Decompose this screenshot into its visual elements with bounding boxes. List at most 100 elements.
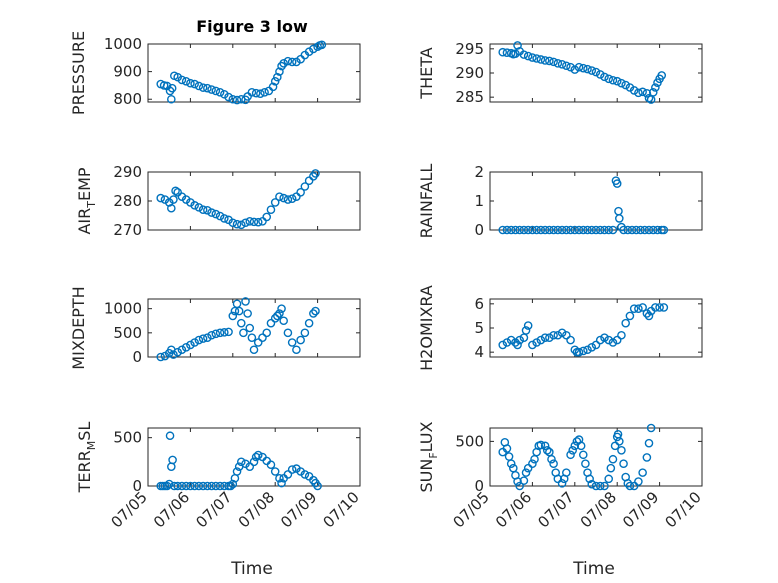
data-point	[173, 347, 182, 357]
data-point	[562, 225, 571, 235]
data-point	[177, 75, 187, 85]
data-point	[545, 225, 554, 235]
data-point	[287, 194, 297, 203]
data-point	[247, 333, 257, 342]
data-point	[283, 195, 293, 204]
data-point	[243, 309, 252, 318]
x-tick-label: 07/06	[150, 488, 193, 531]
data-point	[651, 303, 660, 312]
y-axis-label-main: H2OMIXRA	[417, 285, 436, 371]
y-axis-label-subscript: M	[85, 441, 98, 451]
data-point	[562, 61, 571, 71]
data-point	[627, 225, 637, 235]
data-point	[591, 67, 601, 77]
data-point	[540, 333, 550, 342]
data-point	[167, 94, 176, 104]
data-point	[283, 328, 293, 338]
data-point	[631, 225, 641, 235]
data-point	[169, 350, 178, 359]
data-point	[236, 220, 246, 230]
axes-box-theta	[489, 43, 703, 103]
data-point	[540, 225, 550, 235]
data-point	[279, 316, 288, 326]
data-point	[287, 338, 297, 347]
data-point	[253, 217, 263, 227]
data-point	[513, 41, 522, 50]
data-point	[581, 459, 590, 468]
data-point	[587, 66, 597, 75]
data-point	[167, 83, 177, 93]
y-tick-label: 1	[474, 192, 484, 210]
data-point	[207, 208, 216, 217]
data-point	[572, 437, 582, 446]
data-point	[167, 203, 176, 213]
data-point	[236, 318, 246, 328]
data-point	[566, 335, 575, 345]
data-point	[234, 306, 244, 316]
data-point	[251, 452, 261, 462]
data-point	[578, 225, 588, 235]
data-point	[511, 49, 520, 58]
data-point	[604, 74, 614, 84]
data-point	[270, 76, 280, 86]
data-point	[536, 440, 546, 450]
y-tick-label: 2	[474, 163, 484, 181]
y-tick-label: 6	[474, 295, 484, 313]
y-tick-label: 0	[474, 221, 484, 239]
data-point	[194, 335, 204, 345]
data-point	[634, 477, 643, 486]
subplot-mixdepth: 0 500 1000 MIXDEPTH	[69, 286, 361, 370]
data-point	[186, 78, 195, 88]
y-tick-label: 295	[455, 40, 484, 58]
data-point	[511, 225, 520, 235]
y-axis-label-sun_flux: SUNFLUX	[417, 421, 440, 492]
data-point	[220, 89, 229, 99]
data-point	[207, 481, 216, 491]
data-point	[595, 335, 605, 345]
data-point	[215, 481, 225, 491]
x-tick-label: 07/09	[277, 488, 320, 531]
data-point	[296, 187, 305, 197]
data-point	[506, 225, 516, 235]
data-point	[604, 225, 614, 235]
data-point	[169, 195, 178, 204]
data-point	[532, 338, 541, 347]
data-point	[247, 88, 257, 97]
data-point	[304, 47, 314, 57]
y-axis-label-h2omixra: H2OMIXRA	[417, 285, 436, 371]
data-point	[557, 60, 567, 69]
data-point	[615, 437, 624, 446]
y-tick-label: 4	[474, 343, 484, 361]
data-point	[300, 470, 310, 479]
data-point	[547, 454, 556, 464]
data-point	[574, 62, 584, 72]
x-tick-label: 07/07	[192, 488, 235, 531]
data-point	[168, 455, 177, 465]
data-point	[249, 457, 259, 467]
y-tick-label: 280	[113, 192, 142, 210]
data-point	[519, 50, 529, 59]
data-point	[619, 459, 628, 468]
data-point	[198, 334, 208, 343]
data-point	[181, 343, 191, 352]
subplot-air_temp: 270 280 290 AIRTEMP	[75, 163, 361, 239]
data-point	[553, 330, 563, 340]
figure-title: Figure 3 low	[196, 17, 308, 36]
data-point	[177, 481, 187, 491]
axes-box-pressure	[147, 43, 361, 103]
data-point	[578, 346, 588, 356]
data-point	[549, 330, 558, 340]
data-point	[595, 225, 605, 235]
data-point	[215, 88, 225, 97]
data-point	[587, 225, 597, 235]
data-point	[207, 330, 216, 340]
data-point	[277, 304, 286, 313]
y-axis-label-terr_msl: TERRMSL	[75, 422, 98, 494]
data-point	[595, 481, 605, 491]
y-tick-label: 270	[113, 221, 142, 239]
data-point	[574, 347, 584, 357]
data-point	[245, 462, 255, 471]
data-point	[211, 481, 221, 491]
data-point	[523, 321, 533, 330]
